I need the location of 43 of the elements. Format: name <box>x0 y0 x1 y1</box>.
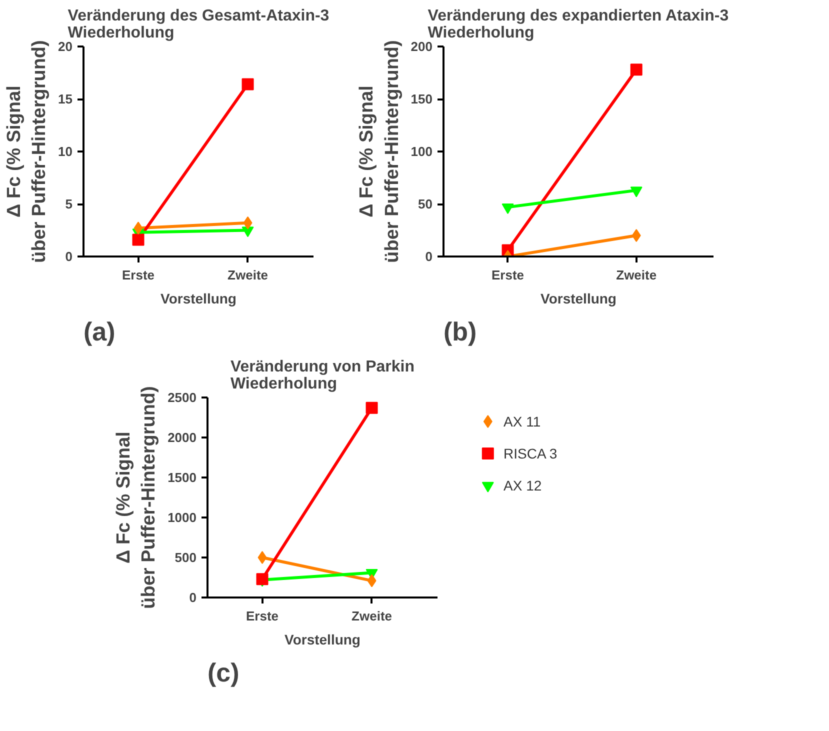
y-tick-label: 150 <box>410 92 433 106</box>
chart-title: Veränderung des Gesamt-Ataxin-3 Wiederholung <box>68 8 330 42</box>
point <box>256 573 268 586</box>
point <box>630 64 642 76</box>
y-tick-label: 50 <box>418 196 433 212</box>
chart-title: Veränderung des expandierten Ataxin-3 Wiederholung <box>428 8 729 42</box>
legend-label: AX 12 <box>504 478 542 494</box>
y-tick-label: 500 <box>174 550 197 565</box>
x-tick-label: Erste <box>246 608 279 624</box>
y-axis-title: Δ Fc (% Signal über Puffer-Hintergrund) <box>356 40 403 263</box>
legend-label: AX 11 <box>504 414 541 430</box>
y-tick-label: 2500 <box>168 390 196 405</box>
point <box>242 78 254 90</box>
y-tick-label: 200 <box>410 39 433 54</box>
y-tick-label: 15 <box>58 92 73 106</box>
legend-label: RISCA 3 <box>504 446 558 462</box>
y-tick-label: 20 <box>58 39 73 54</box>
point <box>258 551 267 564</box>
y-axis-title: Δ Fc (% Signal über Puffer-Hintergrund) <box>113 386 160 609</box>
point <box>366 402 378 414</box>
y-tick-label: 5 <box>65 196 73 212</box>
text: (c) <box>208 658 240 688</box>
y-tick-label: 2000 <box>168 430 196 445</box>
y-tick-label: 100 <box>410 144 433 159</box>
y-tick-label: 0 <box>65 249 73 264</box>
x-tick-label: Zweite <box>616 268 657 282</box>
y-axis-title: Δ Fc (% Signal über Puffer-Hintergrund) <box>4 40 50 263</box>
x-axis-title: Vorstellung <box>160 290 236 306</box>
text: (b) <box>444 316 477 346</box>
y-tick-label: 1000 <box>168 510 196 525</box>
x-axis-title: Vorstellung <box>284 632 360 648</box>
x-tick-label: Erste <box>122 268 155 282</box>
y-tick-label: 10 <box>58 144 73 159</box>
x-tick-label: Zweite <box>352 608 392 624</box>
point <box>632 229 641 242</box>
y-tick-label: 0 <box>425 249 433 264</box>
chart-title: Veränderung von Parkin Wiederholung <box>230 358 415 392</box>
x-axis-title: Vorstellung <box>540 290 616 306</box>
x-tick-label: Zweite <box>228 268 268 282</box>
x-tick-label: Erste <box>492 268 524 282</box>
y-tick-label: 1500 <box>168 470 196 485</box>
y-tick-label: 0 <box>189 590 197 605</box>
text: (a) <box>84 316 116 346</box>
